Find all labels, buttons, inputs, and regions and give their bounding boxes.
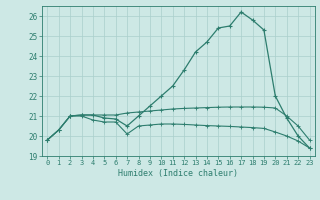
X-axis label: Humidex (Indice chaleur): Humidex (Indice chaleur) — [118, 169, 238, 178]
